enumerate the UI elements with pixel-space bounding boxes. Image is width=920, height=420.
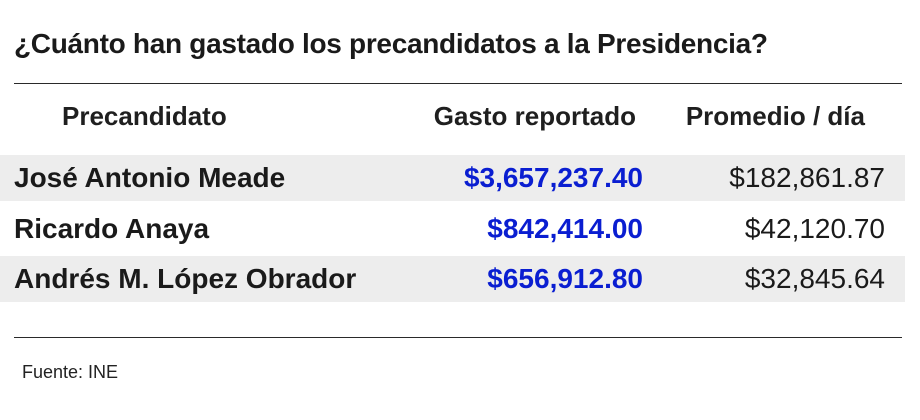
reported-spend: $3,657,237.40 bbox=[463, 162, 643, 193]
page-title: ¿Cuánto han gastado los precandidatos a … bbox=[14, 28, 768, 59]
column-header-spend: Gasto reportado bbox=[433, 101, 636, 131]
daily-average: $42,120.70 bbox=[744, 213, 885, 244]
daily-average: $182,861.87 bbox=[729, 162, 885, 193]
top-divider bbox=[14, 83, 902, 84]
reported-spend: $842,414.00 bbox=[487, 213, 643, 244]
candidate-name: Andrés M. López Obrador bbox=[14, 263, 357, 294]
candidate-name: Ricardo Anaya bbox=[14, 213, 210, 244]
table-row: Andrés M. López Obrador $656,912.80 $32,… bbox=[0, 256, 905, 302]
bottom-divider bbox=[14, 337, 902, 338]
candidate-name: José Antonio Meade bbox=[14, 162, 286, 193]
column-header-candidate: Precandidato bbox=[62, 101, 227, 131]
daily-average: $32,845.64 bbox=[744, 263, 885, 294]
column-header-average: Promedio / día bbox=[685, 101, 865, 131]
table-row: José Antonio Meade $3,657,237.40 $182,86… bbox=[0, 155, 905, 201]
table-row: Ricardo Anaya $842,414.00 $42,120.70 bbox=[0, 206, 905, 252]
source-note: Fuente: INE bbox=[22, 362, 119, 382]
reported-spend: $656,912.80 bbox=[487, 263, 643, 294]
